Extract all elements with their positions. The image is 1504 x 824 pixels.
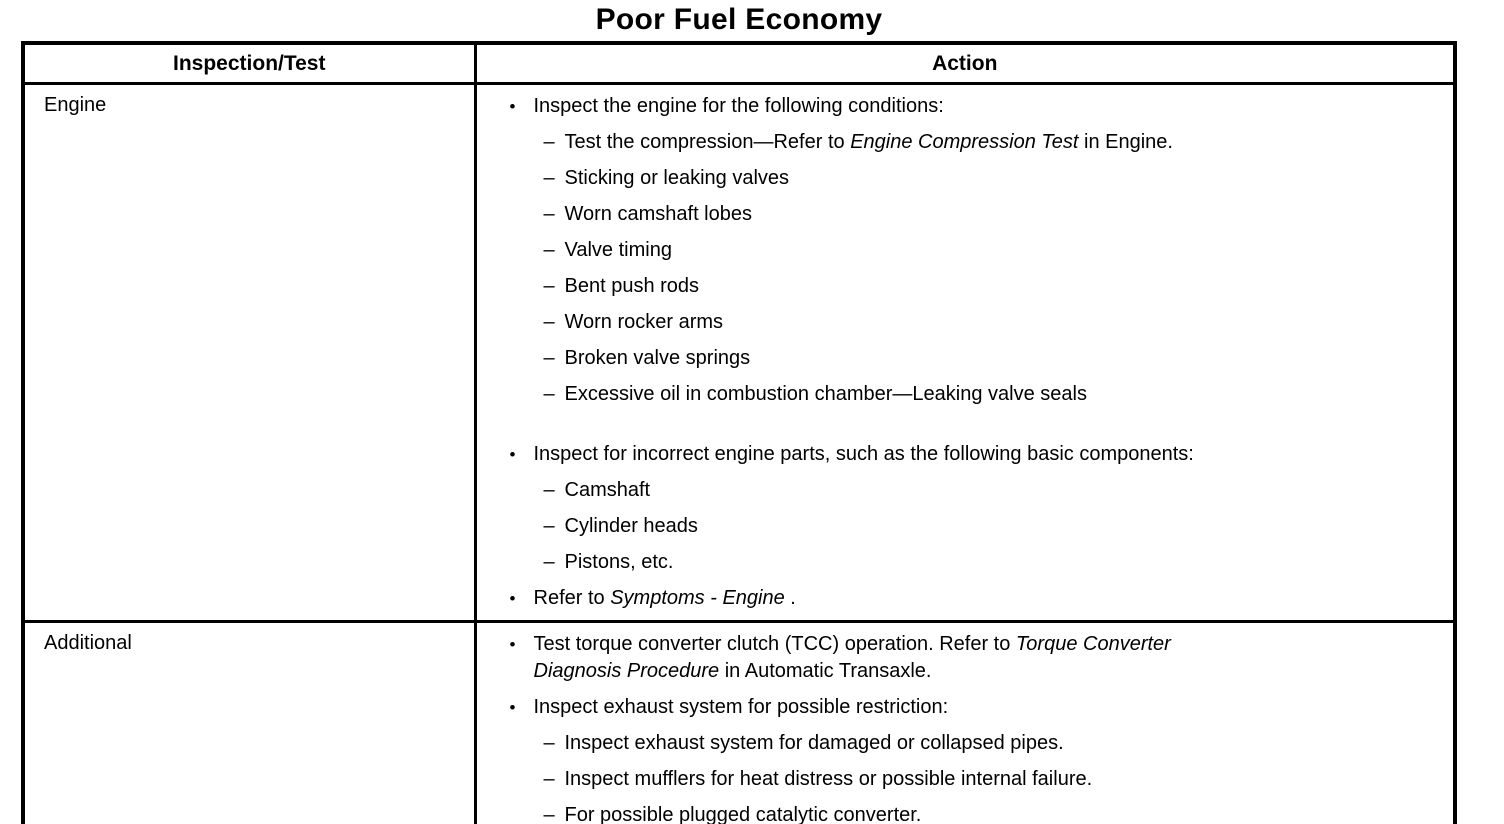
sub-item-line: – Bent push rods [544, 273, 1436, 300]
action-cell: • Inspect the engine for the following co… [473, 82, 1457, 623]
table-row: Engine • Inspect the engine for the follow… [21, 82, 1457, 623]
sub-item-line: – Excessive oil in combustion chamber—Lea… [544, 381, 1436, 408]
bullet-text: Inspect exhaust system for possible rest… [533, 696, 949, 718]
action-cell: • Test torque converter clutch (TCC) oper… [473, 620, 1457, 824]
italic-reference: Symptoms - Engine [610, 587, 785, 609]
sub-item-line: – For possible plugged catalytic converte… [544, 802, 1436, 824]
table-row: Additional • Test torque converter clutch … [21, 620, 1457, 824]
dash-icon: – [543, 804, 555, 824]
sub-item-line: – Inspect mufflers for heat distress or p… [544, 766, 1436, 793]
diagnostic-table: Inspection/Test Action Engine • Inspect th… [21, 41, 1457, 824]
inspection-cell: Additional [21, 620, 477, 824]
sub-item-text: Worn rocker arms [564, 311, 724, 333]
sub-item-line: – Inspect exhaust system for damaged or c… [544, 730, 1436, 757]
sub-item-line: – Worn rocker arms [544, 309, 1436, 336]
bullet-icon: • [509, 589, 516, 608]
sub-item-line: – Sticking or leaking valves [544, 165, 1436, 192]
dash-icon: – [543, 768, 555, 790]
italic-reference: Engine Compression Test [850, 131, 1079, 153]
dash-icon: – [543, 311, 555, 333]
header-row: Inspection/Test Action [21, 41, 1457, 85]
bullet-line: • Inspect exhaust system for possible res… [510, 694, 1436, 721]
sub-item-line: – Cylinder heads [544, 513, 1436, 540]
sub-item-text: Worn camshaft lobes [564, 203, 753, 225]
sub-item-line: – Worn camshaft lobes [544, 201, 1436, 228]
sub-item-text: Excessive oil in combustion chamber—Leak… [564, 383, 1087, 405]
dash-icon: – [543, 167, 555, 189]
inspection-cell: Engine [21, 82, 477, 623]
sub-item-text: Inspect mufflers for heat distress or po… [564, 768, 1093, 790]
dash-icon: – [543, 239, 555, 261]
sub-item-text: Bent push rods [564, 275, 700, 297]
sub-item-text: Broken valve springs [564, 347, 751, 369]
bullet-icon: • [509, 97, 516, 116]
header-action: Action [473, 41, 1457, 85]
sub-item-line: – Pistons, etc. [544, 549, 1436, 576]
dash-icon: – [543, 203, 555, 225]
dash-icon: – [543, 551, 555, 573]
action-item: • Inspect for incorrect engine parts, suc… [510, 441, 1436, 576]
sub-item-line: – Camshaft [544, 477, 1436, 504]
action-item: • Refer to Symptoms - Engine . [510, 585, 1436, 612]
italic-reference: Torque Converter [1015, 633, 1171, 655]
bullet-line: • Refer to Symptoms - Engine . [510, 585, 1436, 612]
sub-item-text: For possible plugged catalytic converter… [564, 804, 922, 824]
page-title: Poor Fuel Economy [595, 3, 883, 36]
bullet-icon: • [509, 698, 516, 717]
bullet-line: • Test torque converter clutch (TCC) oper… [510, 631, 1436, 685]
bullet-icon: • [509, 445, 516, 464]
sub-item-text: Valve timing [564, 239, 672, 261]
sub-item-line: – Valve timing [544, 237, 1436, 264]
bullet-text: Refer to Symptoms - Engine . [533, 587, 796, 609]
sub-item-text: Test the compression—Refer to Engine Com… [564, 131, 1173, 153]
table-body: Engine • Inspect the engine for the follow… [21, 82, 1457, 824]
sub-item-text: Cylinder heads [564, 515, 698, 537]
dash-icon: – [543, 347, 555, 369]
action-item: • Inspect exhaust system for possible res… [510, 694, 1436, 824]
diagnostic-document: Poor Fuel Economy Inspection/Test Action… [21, 0, 1457, 824]
bullet-line: • Inspect for incorrect engine parts, suc… [510, 441, 1436, 468]
header-inspection-test: Inspection/Test [21, 41, 477, 85]
dash-icon: – [543, 732, 555, 754]
italic-reference: Diagnosis Procedure [533, 660, 720, 682]
action-item: • Inspect the engine for the following co… [510, 93, 1436, 408]
dash-icon: – [543, 479, 555, 501]
sub-item-line: – Broken valve springs [544, 345, 1436, 372]
bullet-icon: • [509, 635, 516, 654]
dash-icon: – [543, 515, 555, 537]
dash-icon: – [543, 131, 555, 153]
sub-item-text: Camshaft [564, 479, 651, 501]
sub-item-line: – Test the compression—Refer to Engine Co… [544, 129, 1436, 156]
bullet-text: Inspect the engine for the following con… [533, 95, 944, 117]
action-item: • Test torque converter clutch (TCC) oper… [510, 631, 1436, 685]
bullet-text: Test torque converter clutch (TCC) opera… [533, 633, 1171, 682]
dash-icon: – [543, 383, 555, 405]
sub-item-text: Pistons, etc. [564, 551, 674, 573]
sub-item-text: Inspect exhaust system for damaged or co… [564, 732, 1064, 754]
bullet-line: • Inspect the engine for the following co… [510, 93, 1436, 120]
sub-item-text: Sticking or leaking valves [564, 167, 790, 189]
dash-icon: – [543, 275, 555, 297]
bullet-text: Inspect for incorrect engine parts, such… [533, 443, 1194, 465]
